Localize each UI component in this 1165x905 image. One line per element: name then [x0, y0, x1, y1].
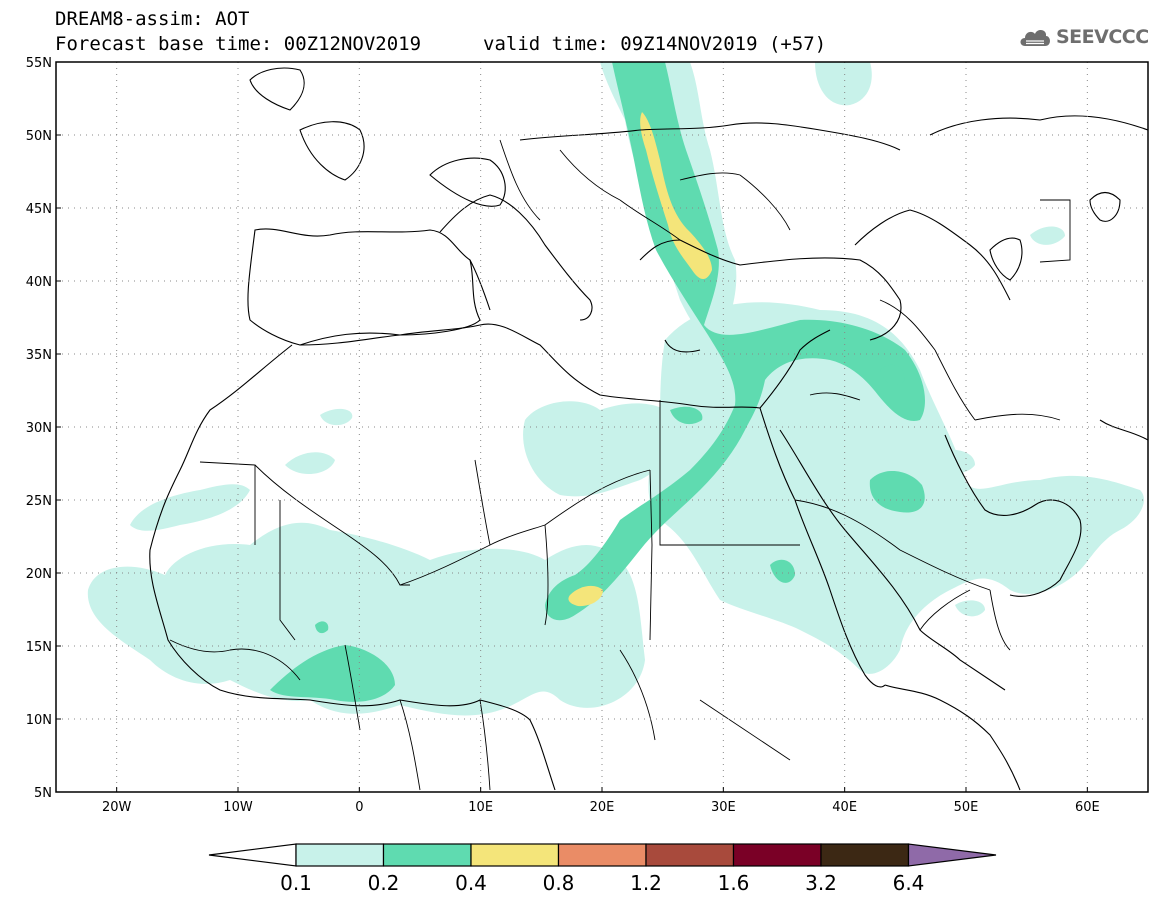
latitude-labels: 55N 50N 45N 40N 35N 30N 25N 20N 15N 10N 5N — [26, 56, 61, 801]
aot-field — [87, 62, 1144, 716]
base-time: Forecast base time: 00Z12NOV2019 — [55, 33, 422, 55]
gridlines — [56, 62, 1148, 792]
lon-label: 30E — [711, 800, 736, 815]
longitude-labels: 20W 10W 0 10E 20E 30E 40E 50E 60E — [102, 787, 1100, 815]
lat-label: 5N — [34, 786, 52, 801]
forecast-time-line: Forecast base time: 00Z12NOV2019 valid ti… — [55, 33, 826, 55]
colorbar-label: 1.6 — [718, 871, 750, 895]
colorbar-swatch — [645, 843, 735, 867]
cloud-icon — [1020, 30, 1050, 46]
colorbar-swatch — [557, 843, 647, 867]
colorbar: 0.1 0.2 0.4 0.8 1.2 1.6 3.2 6.4 — [208, 843, 997, 895]
colorbar-swatch — [732, 843, 822, 867]
lat-label: 35N — [26, 348, 52, 363]
colorbar-under-arrow — [208, 843, 297, 867]
lat-label: 10N — [26, 713, 52, 728]
colorbar-label: 0.8 — [543, 871, 575, 895]
colorbar-label: 0.4 — [455, 871, 487, 895]
lon-label: 10E — [468, 800, 493, 815]
colorbar-swatch — [382, 843, 472, 867]
lat-label: 25N — [26, 494, 52, 509]
lon-label: 60E — [1075, 800, 1100, 815]
aot-contour-0.4 — [568, 112, 712, 607]
lon-label: 10W — [223, 800, 253, 815]
colorbar-over-arrow — [907, 843, 997, 867]
country-borders — [169, 139, 1071, 791]
aot-contour-0.1 — [87, 62, 1144, 716]
lat-label: 55N — [26, 56, 52, 71]
lat-label: 45N — [26, 202, 52, 217]
seevccc-logo: SEEVCCC — [1018, 24, 1149, 50]
colorbar-label: 6.4 — [893, 871, 925, 895]
colorbar-swatch — [470, 843, 560, 867]
colorbar-swatch — [295, 843, 385, 867]
valid-time: valid time: 09Z14NOV2019 (+57) — [483, 33, 827, 55]
colorbar-label: 3.2 — [805, 871, 837, 895]
map-title: DREAM8-assim: AOT — [55, 8, 250, 30]
lon-label: 50E — [954, 800, 979, 815]
lon-label: 40E — [832, 800, 857, 815]
lat-label: 15N — [26, 640, 52, 655]
lon-label: 0 — [355, 800, 363, 815]
lat-label: 20N — [26, 567, 52, 582]
lat-label: 30N — [26, 421, 52, 436]
colorbar-label: 0.1 — [280, 871, 312, 895]
logo-text: SEEVCCC — [1056, 26, 1149, 48]
lon-label: 20W — [102, 800, 132, 815]
aot-contour-0.2 — [270, 62, 925, 702]
colorbar-label: 1.2 — [630, 871, 662, 895]
coastlines — [149, 67, 1148, 791]
lon-label: 20E — [590, 800, 615, 815]
lat-label: 40N — [26, 275, 52, 290]
colorbar-label: 0.2 — [368, 871, 400, 895]
colorbar-swatch — [820, 843, 910, 867]
lat-label: 50N — [26, 129, 52, 144]
